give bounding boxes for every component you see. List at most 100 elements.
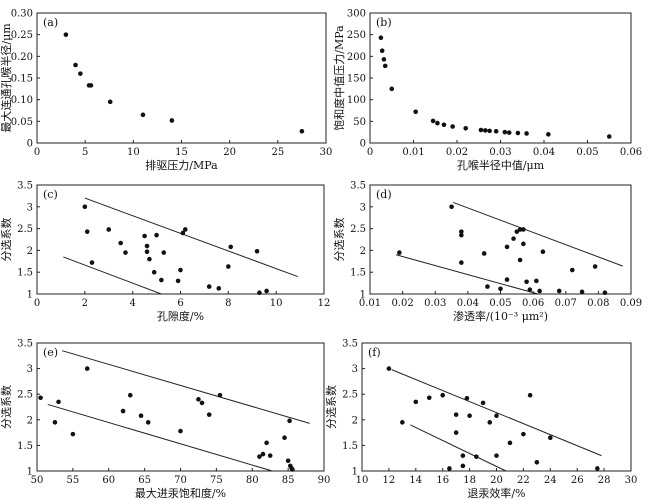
data-point <box>540 249 546 255</box>
trend-line <box>61 350 310 424</box>
data-point <box>282 435 287 441</box>
y-tick-label: 2.5 <box>17 224 33 235</box>
y-tick-label: 2 <box>27 246 33 257</box>
data-point <box>441 122 447 128</box>
x-tick-label: 26 <box>571 475 584 486</box>
data-point <box>63 32 69 37</box>
panel-label: (a) <box>43 16 58 29</box>
data-point <box>127 392 133 398</box>
data-point <box>290 467 295 472</box>
x-tick-label: 0 <box>34 147 40 158</box>
data-point <box>206 284 212 289</box>
y-tick-label: 1.5 <box>350 268 366 279</box>
y-tick-label: 3 <box>27 202 33 213</box>
x-tick-label: 0.04 <box>533 147 555 158</box>
data-point <box>494 453 499 458</box>
data-point <box>138 413 144 419</box>
x-axis-label: 最大进汞饱和度/% <box>135 486 226 500</box>
x-tick-label: 75 <box>210 475 223 486</box>
data-point <box>511 236 516 241</box>
y-axis-label: 饱和度中值压力/MPa <box>332 25 346 131</box>
x-tick-label: 6 <box>177 298 183 309</box>
y-tick-label: 200 <box>347 52 366 63</box>
data-point <box>498 286 503 292</box>
data-point <box>56 399 61 405</box>
y-tick-label: 3.5 <box>342 339 358 350</box>
x-tick-label: 0.01 <box>359 298 381 309</box>
y-axis-label: 最大连通孔喉半径/μm <box>0 23 13 133</box>
data-point <box>159 277 164 283</box>
x-tick-label: 0.08 <box>587 298 609 309</box>
x-tick-label: 8 <box>225 298 231 309</box>
trend-line <box>84 197 298 278</box>
y-tick-label: 3.5 <box>350 181 366 192</box>
data-point <box>534 459 540 465</box>
y-tick-label: 2 <box>352 415 358 426</box>
data-point <box>199 400 205 406</box>
y-tick-label: 3 <box>27 364 33 375</box>
y-tick-label: 2 <box>360 246 366 257</box>
y-tick-label: 1 <box>27 290 33 301</box>
y-axis-label: 分选系数 <box>0 385 13 429</box>
data-point <box>460 453 466 458</box>
data-point <box>107 99 113 105</box>
data-point <box>504 244 510 250</box>
x-tick-label: 12 <box>383 475 396 486</box>
data-point <box>527 392 533 398</box>
data-point <box>595 466 600 471</box>
x-tick-label: 30 <box>625 475 638 486</box>
trend-line <box>410 424 507 472</box>
data-point <box>464 395 470 401</box>
data-point <box>386 366 392 371</box>
y-tick-label: 1.5 <box>17 441 33 452</box>
y-tick-label: 2.5 <box>17 390 33 401</box>
panel-a: 0 5 10 15 20 25 30 0 0.05 0.10 0.15 0.20 0.25 0.30 (a)… <box>0 9 332 173</box>
x-tick-label: 65 <box>138 475 151 486</box>
y-tick-label: 100 <box>347 95 366 106</box>
x-tick-label: 4 <box>129 298 135 309</box>
x-axis-label: 排驱压力/MPa <box>145 158 218 172</box>
x-tick-label: 0.05 <box>576 147 598 158</box>
x-tick-label: 0.03 <box>489 147 511 158</box>
data-point <box>449 204 454 210</box>
data-point <box>381 57 387 62</box>
trend-line <box>391 369 602 457</box>
data-point <box>482 128 488 133</box>
data-point <box>299 129 305 134</box>
data-point <box>459 232 464 238</box>
panel-d: 0.01 0.02 0.03 0.04 0.05 0.06 0.07 0.08 0.09 1 1.5… <box>333 181 642 324</box>
data-point <box>182 227 188 232</box>
data-point <box>459 260 464 265</box>
y-tick-label: 2 <box>27 415 33 426</box>
data-point <box>606 134 612 139</box>
data-point <box>481 251 487 256</box>
data-point <box>397 250 402 255</box>
y-tick-label: 1 <box>360 290 366 301</box>
x-tick-label: 0.03 <box>424 298 446 309</box>
y-tick-label: 150 <box>347 74 366 85</box>
y-tick-label: 2.5 <box>350 224 366 235</box>
data-point <box>84 229 90 234</box>
x-axis-label: 退汞效率/% <box>467 486 525 500</box>
data-point <box>52 420 58 425</box>
x-tick-label: 0 <box>34 298 40 309</box>
data-point <box>440 392 446 398</box>
y-tick-label: 300 <box>347 9 366 20</box>
y-tick-label: 1.5 <box>17 268 33 279</box>
data-point <box>537 288 542 294</box>
trend-line <box>453 201 624 267</box>
x-tick-label: 14 <box>409 475 422 486</box>
y-axis-label: 分选系数 <box>325 385 338 429</box>
data-point <box>478 127 484 133</box>
data-point <box>413 109 418 115</box>
data-point <box>504 277 510 282</box>
data-point <box>502 129 508 135</box>
x-tick-label: 70 <box>174 475 187 486</box>
data-point <box>287 418 292 424</box>
data-point <box>82 204 88 210</box>
x-tick-label: 10 <box>356 475 369 486</box>
plot-frame <box>36 12 327 144</box>
data-point <box>382 63 388 69</box>
x-tick-label: 10 <box>270 298 283 309</box>
data-point <box>447 466 452 471</box>
